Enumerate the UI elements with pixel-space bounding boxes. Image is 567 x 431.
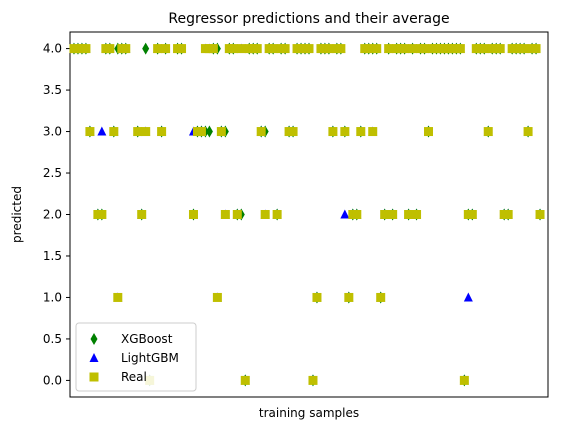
real-point	[153, 44, 163, 54]
y-tick-label: 3.5	[43, 83, 62, 97]
lightgbm-point	[463, 292, 473, 302]
real-point	[133, 127, 143, 137]
y-tick-label: 3.0	[43, 125, 62, 139]
real-point	[177, 44, 187, 54]
legend-label-xgboost: XGBoost	[121, 332, 173, 346]
real-point	[228, 44, 238, 54]
legend: XGBoost LightGBM Real	[75, 322, 197, 392]
real-point	[420, 44, 430, 54]
real-point	[212, 292, 222, 302]
real-point	[531, 44, 541, 54]
real-point	[376, 292, 386, 302]
y-tick-label: 1.0	[43, 290, 62, 304]
real-point	[268, 44, 278, 54]
real-point	[260, 210, 270, 219]
real-point	[232, 210, 242, 219]
xgboost-point	[142, 42, 150, 55]
real-point	[368, 127, 378, 137]
legend-box	[75, 322, 197, 392]
real-point	[495, 44, 505, 54]
legend-label-real: Real	[121, 370, 147, 384]
real-point	[121, 44, 131, 54]
y-tick-label: 2.0	[43, 208, 62, 222]
legend-marker-xgboost	[90, 333, 98, 345]
real-point	[424, 127, 433, 137]
real-point	[380, 210, 390, 219]
real-point	[141, 127, 151, 137]
real-point	[161, 44, 171, 54]
real-point	[81, 44, 91, 54]
real-point	[312, 292, 322, 302]
real-point	[85, 127, 95, 137]
real-point	[236, 44, 246, 54]
real-point	[479, 44, 489, 54]
y-axis-label: predicted	[10, 186, 24, 243]
real-point	[97, 210, 107, 219]
real-point	[304, 44, 314, 54]
lightgbm-point	[97, 126, 107, 136]
real-point	[523, 127, 533, 137]
real-point	[280, 44, 290, 54]
real-point	[109, 127, 119, 137]
x-axis-label: training samples	[259, 406, 359, 420]
y-tick-label: 2.5	[43, 166, 62, 180]
real-point	[483, 127, 493, 137]
real-point	[364, 44, 374, 54]
xgboost-point	[205, 125, 213, 138]
y-tick-label: 0.0	[43, 373, 62, 387]
real-point	[137, 210, 147, 219]
real-point	[384, 44, 394, 54]
real-point	[372, 44, 382, 54]
real-point	[455, 44, 465, 54]
real-point	[412, 210, 422, 219]
real-point	[388, 210, 398, 219]
real-point	[408, 44, 418, 54]
chart-title: Regressor predictions and their average	[168, 11, 449, 27]
y-tick-label: 0.5	[43, 332, 62, 346]
real-point	[188, 210, 198, 219]
real-point	[272, 210, 282, 219]
real-point	[344, 292, 354, 302]
real-point	[467, 210, 477, 219]
real-point	[220, 210, 230, 219]
real-point	[400, 44, 410, 54]
real-point	[535, 210, 545, 219]
real-point	[288, 127, 298, 137]
real-point	[459, 375, 469, 385]
real-point	[519, 44, 529, 54]
real-point	[404, 210, 414, 219]
real-point	[113, 292, 123, 302]
legend-marker-lightgbm	[89, 353, 99, 362]
real-point	[240, 375, 250, 385]
lightgbm-point	[340, 209, 350, 219]
real-point	[328, 127, 338, 137]
series-real	[69, 44, 545, 385]
real-point	[352, 210, 362, 219]
real-point	[340, 127, 350, 137]
real-point	[336, 44, 346, 54]
real-point	[308, 375, 318, 385]
real-point	[503, 210, 513, 219]
real-point	[196, 127, 206, 137]
y-tick-label: 1.5	[43, 249, 62, 263]
legend-marker-real	[89, 372, 99, 382]
real-point	[157, 127, 167, 137]
real-point	[356, 127, 366, 137]
real-point	[324, 44, 334, 54]
real-point	[216, 127, 226, 137]
y-tick-label: 4.0	[43, 42, 62, 56]
real-point	[208, 44, 218, 54]
legend-label-lightgbm: LightGBM	[121, 351, 179, 365]
real-point	[105, 44, 115, 54]
real-point	[256, 127, 266, 137]
real-point	[252, 44, 262, 54]
